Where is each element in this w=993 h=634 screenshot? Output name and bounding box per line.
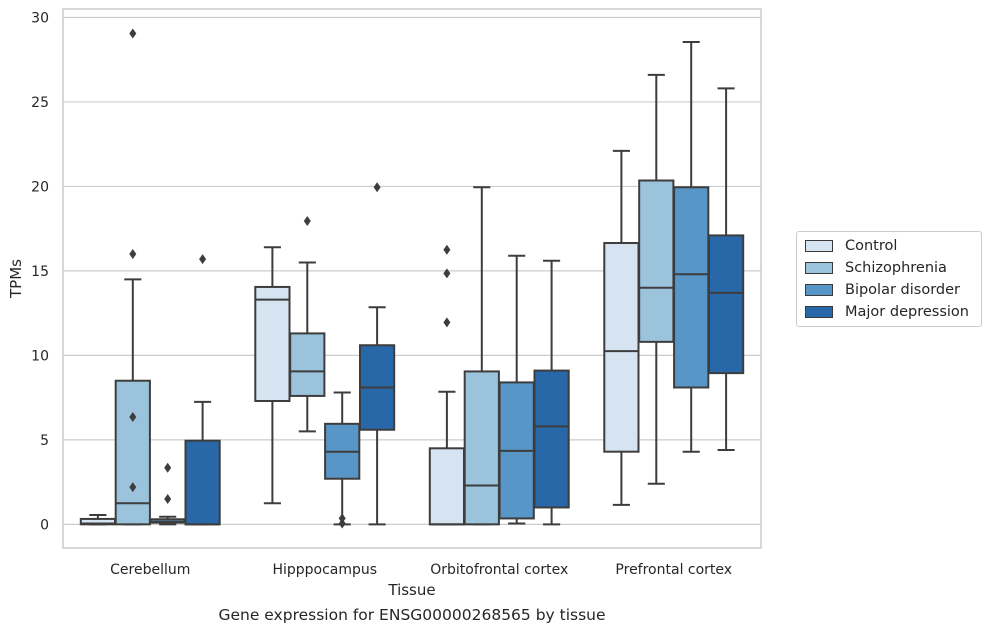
legend-swatch-control <box>805 240 833 252</box>
iqr-box-schizophrenia-prefrontal-cortex <box>638 179 675 343</box>
y-tick-label-0: 0 <box>40 517 49 533</box>
legend-swatch-major-depression <box>805 306 833 318</box>
box-major-depression-hipppocampus <box>358 182 396 526</box>
box-schizophrenia-orbitofrontal-cortex <box>463 186 500 526</box>
plot-frame <box>62 8 762 549</box>
iqr-box-schizophrenia-hipppocampus <box>289 332 326 397</box>
y-tick-label-20: 20 <box>31 179 49 195</box>
x-tick-label-cerebellum: Cerebellum <box>110 562 190 578</box>
outlier-schizophrenia-cerebellum-1 <box>129 412 137 423</box>
y-tick-label-25: 25 <box>31 95 49 111</box>
x-tick-label-orbitofrontal-cortex: Orbitofrontal cortex <box>430 562 568 578</box>
iqr-box-schizophrenia-orbitofrontal-cortex <box>463 370 500 526</box>
box-bipolar-disorder-orbitofrontal-cortex <box>498 254 535 525</box>
x-tick-label-hipppocampus: Hipppocampus <box>272 562 377 578</box>
figure-caption: Gene expression for ENSG00000268565 by t… <box>218 606 606 624</box>
legend-label-schizophrenia: Schizophrenia <box>845 260 947 276</box>
legend: Control Schizophrenia Bipolar disorder M… <box>796 231 982 327</box>
y-tick-label-30: 30 <box>31 10 49 26</box>
box-schizophrenia-cerebellum <box>114 28 151 526</box>
box-layer <box>79 28 745 529</box>
box-major-depression-prefrontal-cortex <box>707 87 745 451</box>
legend-swatch-schizophrenia <box>805 262 833 274</box>
legend-item-major-depression: Major depression <box>805 303 969 321</box>
y-tick-label-15: 15 <box>31 264 49 280</box>
legend-item-schizophrenia: Schizophrenia <box>805 259 947 277</box>
y-tick-label-5: 5 <box>40 433 49 449</box>
box-major-depression-cerebellum <box>184 254 221 526</box>
box-schizophrenia-hipppocampus <box>289 216 326 433</box>
outlier-control-orbitofrontal-cortex-2 <box>443 244 451 255</box>
outlier-control-orbitofrontal-cortex-1 <box>443 268 451 279</box>
legend-item-control: Control <box>805 237 897 255</box>
iqr-box-major-depression-orbitofrontal-cortex <box>533 369 570 509</box>
outlier-bipolar-disorder-cerebellum-1 <box>164 462 172 473</box>
iqr-box-control-prefrontal-cortex <box>603 242 640 453</box>
box-bipolar-disorder-hipppocampus <box>324 391 361 529</box>
box-control-prefrontal-cortex <box>603 149 640 506</box>
iqr-box-control-orbitofrontal-cortex <box>428 447 466 526</box>
legend-swatch-bipolar-disorder <box>805 284 833 296</box>
box-bipolar-disorder-cerebellum <box>149 462 186 526</box>
box-control-orbitofrontal-cortex <box>428 244 466 526</box>
outlier-bipolar-disorder-hipppocampus-0 <box>338 518 346 529</box>
box-bipolar-disorder-prefrontal-cortex <box>673 40 710 453</box>
iqr-box-major-depression-cerebellum <box>184 439 221 526</box>
iqr-box-schizophrenia-cerebellum <box>114 379 151 526</box>
iqr-box-control-hipppocampus <box>254 285 291 402</box>
box-control-cerebellum <box>79 514 117 526</box>
box-major-depression-orbitofrontal-cortex <box>533 259 570 526</box>
legend-label-control: Control <box>845 238 898 254</box>
legend-label-major-depression: Major depression <box>845 304 969 320</box>
x-tick-labels: Cerebellum Hipppocampus Orbitofrontal cort… <box>110 562 732 578</box>
legend-label-bipolar-disorder: Bipolar disorder <box>845 282 960 298</box>
grid-layer <box>63 16 761 525</box>
iqr-box-bipolar-disorder-prefrontal-cortex <box>673 186 710 389</box>
y-tick-label-10: 10 <box>31 348 49 364</box>
legend-item-bipolar-disorder: Bipolar disorder <box>805 281 960 299</box>
outlier-schizophrenia-cerebellum-3 <box>129 28 137 39</box>
outlier-bipolar-disorder-hipppocampus-1 <box>338 513 346 524</box>
x-tick-label-prefrontal-cortex: Prefrontal cortex <box>615 562 732 578</box>
outlier-major-depression-cerebellum-0 <box>199 254 207 265</box>
outlier-schizophrenia-hipppocampus-0 <box>303 216 311 227</box>
outlier-bipolar-disorder-cerebellum-0 <box>164 494 172 504</box>
outlier-schizophrenia-cerebellum-2 <box>129 249 137 259</box>
box-control-hipppocampus <box>254 246 291 505</box>
outlier-major-depression-hipppocampus-0 <box>373 182 381 193</box>
y-tick-labels: 0 5 10 15 20 25 30 <box>31 10 49 533</box>
box-schizophrenia-prefrontal-cortex <box>638 73 675 485</box>
iqr-box-major-depression-prefrontal-cortex <box>707 234 745 375</box>
outlier-control-orbitofrontal-cortex-0 <box>443 317 451 328</box>
outlier-schizophrenia-cerebellum-0 <box>129 482 137 493</box>
x-axis-label: Tissue <box>387 581 435 599</box>
y-axis-label: TPMs <box>7 259 25 299</box>
